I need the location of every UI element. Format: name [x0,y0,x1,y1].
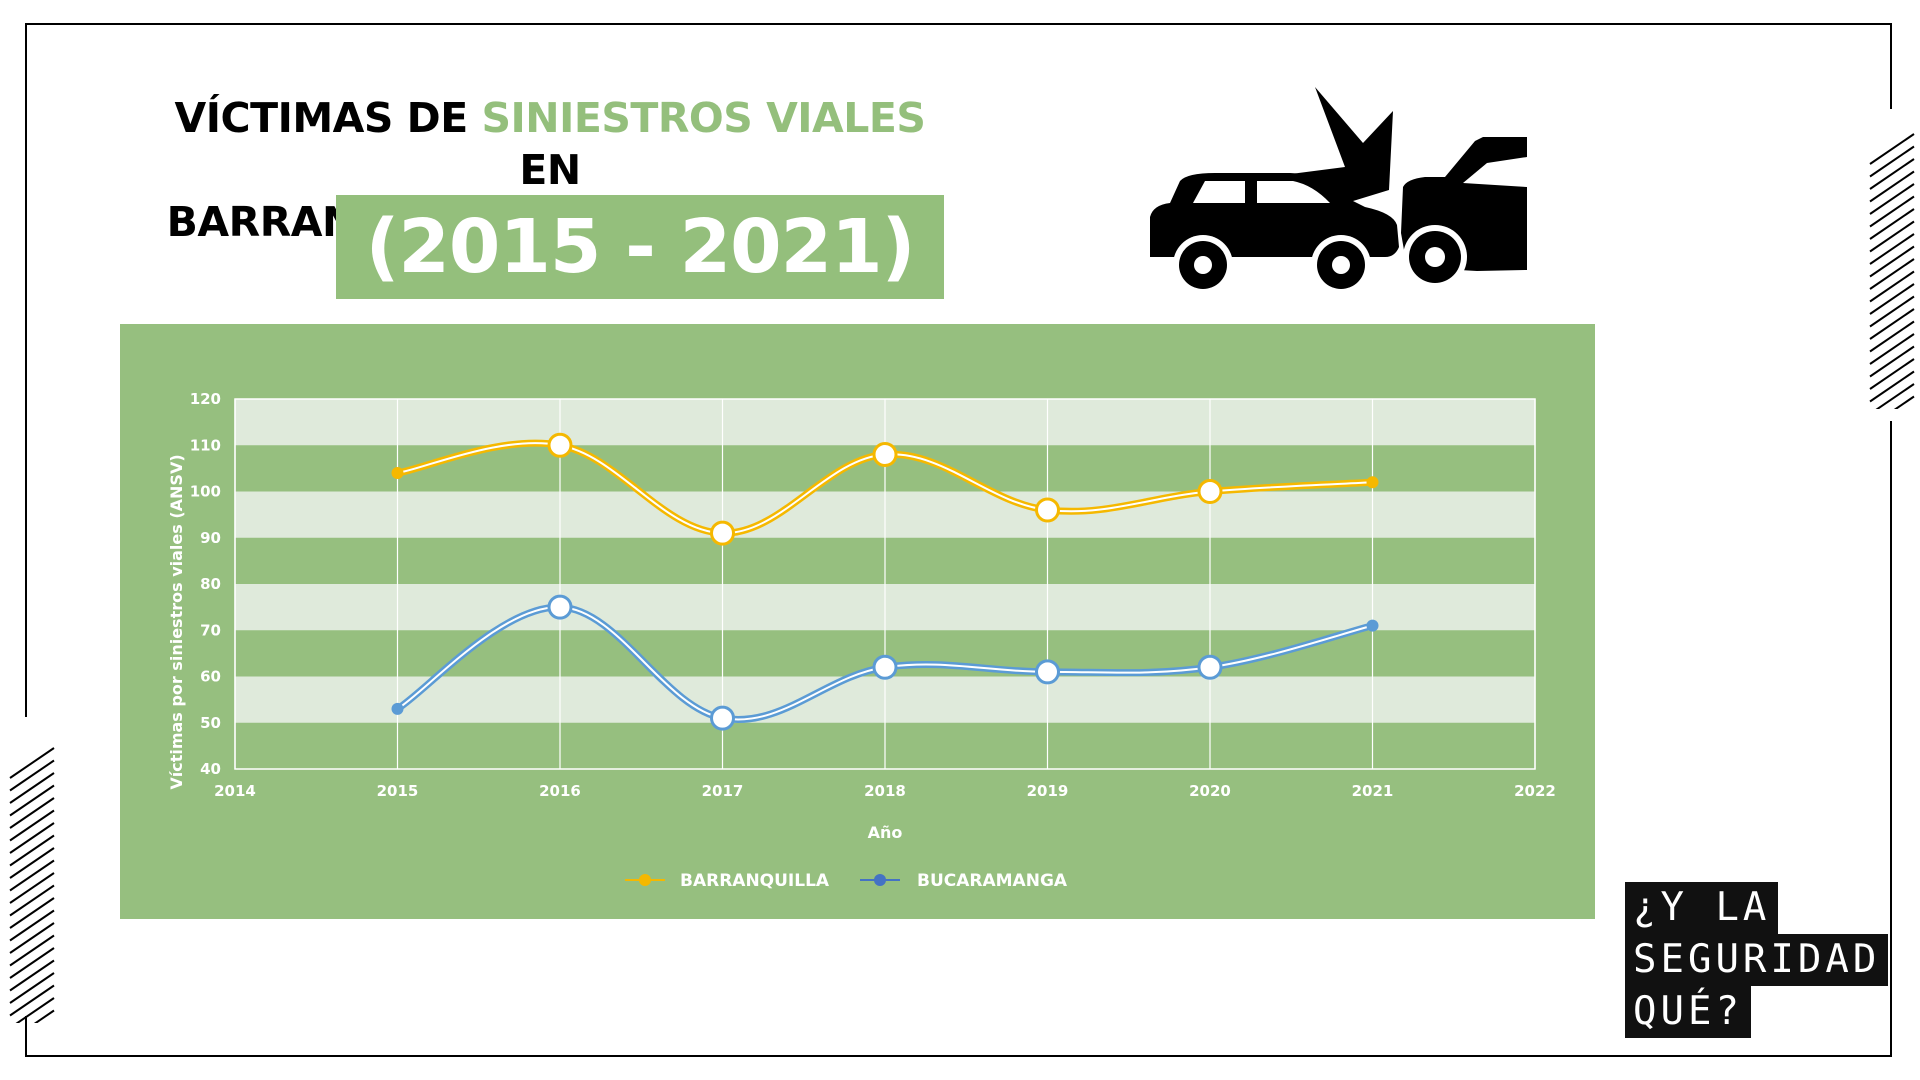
stripe [1869,158,1915,190]
data-point-bucaramanga [1035,659,1060,685]
y-tick-label: 50 [200,714,221,732]
data-point-barranquilla [547,432,573,458]
y-axis-label: Víctimas por siniestros viales (ANSV) [167,454,186,789]
stripe [9,859,55,892]
brand-tag-line1: ¿Y LA [1625,882,1779,934]
stripe [9,947,55,979]
chart-legend: BARRANQUILLA BUCARAMANGA [625,871,1068,891]
x-axis-label: Año [868,823,903,842]
data-point-bucaramanga [872,654,898,680]
stripe [9,872,55,904]
x-tick-label: 2022 [1514,782,1556,800]
data-point-barranquilla [1366,476,1379,489]
stripe [9,922,55,954]
stripe [1869,283,1915,315]
y-tick-label: 120 [190,390,221,408]
stripe [1869,195,1915,228]
stripe [1869,145,1915,178]
x-tick-label: 2017 [702,782,744,800]
legend-marker-bucaramanga [874,874,886,886]
stripe [9,972,55,1004]
stripe [1869,183,1915,215]
line-chart: Víctimas por siniestros viales (ANSV) Añ… [167,390,1556,891]
legend-marker-barranquilla [639,874,651,886]
y-tick-label: 60 [200,668,221,686]
stripe [1869,220,1915,253]
title-accent: SINIESTROS VIALES [481,94,926,142]
car-crash-icon [1145,85,1530,305]
stripe [1869,133,1915,165]
stripe [1869,320,1915,353]
stripe [1869,233,1915,265]
data-point-barranquilla [710,520,735,546]
stripe [9,847,55,879]
x-tick-label: 2016 [539,782,581,800]
x-tick-label: 2018 [864,782,906,800]
y-tick-label: 90 [200,529,221,547]
stripe [9,909,55,942]
stripe [9,784,55,817]
x-tick-label: 2021 [1352,782,1394,800]
stripe [1869,245,1915,278]
stripe [1869,333,1915,365]
stripe [9,759,55,792]
stripe [9,934,55,967]
stripe [1869,358,1915,390]
data-point-bucaramanga [391,702,404,715]
brand-tag-line2: SEGURIDAD [1625,934,1889,986]
stripe [9,809,55,842]
stripe [1869,370,1915,403]
y-tick-label: 100 [190,483,221,501]
title-line1: VÍCTIMAS DE SINIESTROS VIALES EN [174,94,926,194]
y-tick-label: 40 [200,760,221,778]
y-tick-label: 70 [200,621,221,639]
data-point-bucaramanga [710,705,735,731]
stripe [9,822,55,854]
x-tick-label: 2014 [214,782,256,800]
stripe [1869,258,1915,290]
data-point-bucaramanga [547,594,573,620]
x-tick-label: 2020 [1189,782,1231,800]
stripe [1869,345,1915,378]
x-tick-label: 2019 [1027,782,1069,800]
brand-tag-line3: QUÉ? [1625,986,1751,1038]
stripe [1869,170,1915,203]
stripe [9,772,55,804]
data-point-bucaramanga [1197,654,1223,680]
stripe [9,897,55,929]
year-range-badge: (2015 - 2021) [336,195,944,299]
data-point-barranquilla [872,442,898,467]
stripe [9,984,55,1017]
legend-label-bucaramanga: BUCARAMANGA [917,871,1068,891]
data-point-barranquilla [1197,479,1223,504]
stripe [1869,295,1915,328]
data-point-barranquilla [391,467,404,479]
legend-label-barranquilla: BARRANQUILLA [680,871,830,891]
stripe [1869,208,1915,240]
y-tick-label: 80 [200,575,221,593]
stripe [1869,308,1915,340]
data-point-barranquilla [1035,497,1060,523]
decorative-stripes-right [1868,124,1918,428]
stripe [9,884,55,917]
stripe [9,834,55,867]
stripe [9,747,55,779]
data-point-bucaramanga [1366,619,1379,632]
chart-panel: Víctimas por siniestros viales (ANSV) Añ… [120,324,1595,919]
stripe [9,959,55,992]
decorative-stripes-left [8,738,58,1042]
x-tick-label: 2015 [377,782,419,800]
y-tick-label: 110 [190,436,221,454]
stripe [1869,270,1915,303]
stripe [9,797,55,829]
